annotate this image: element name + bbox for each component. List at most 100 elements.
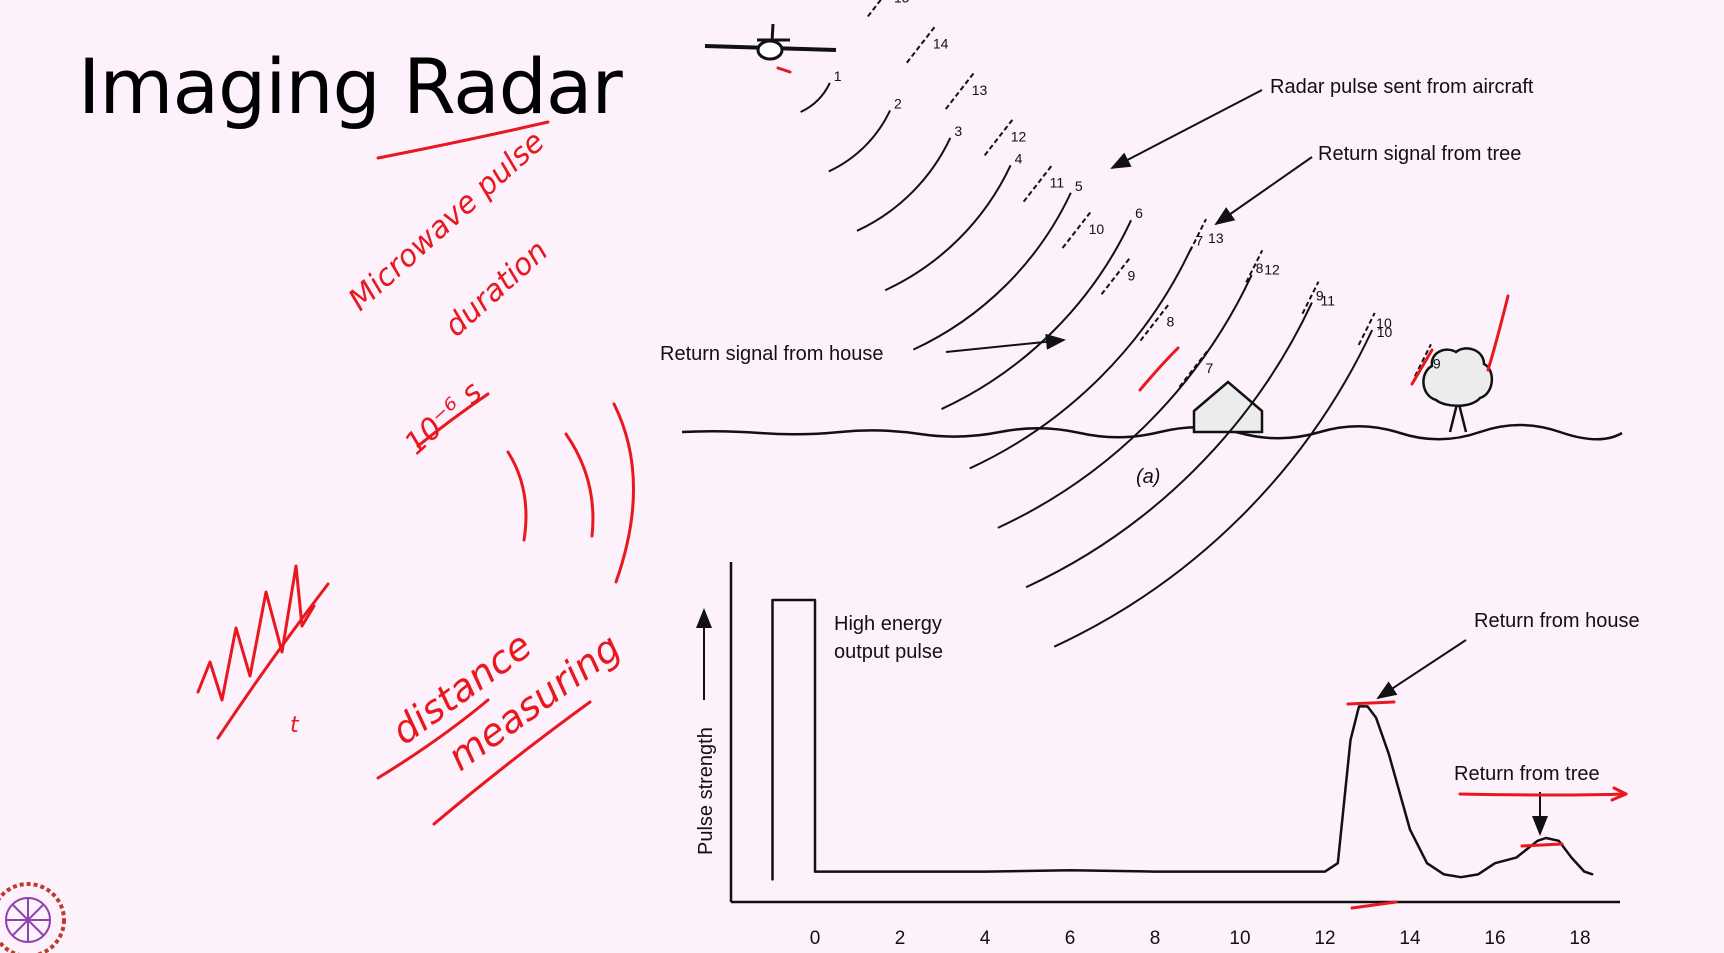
signal-point-16 <box>1409 828 1411 831</box>
house-return-front-10 <box>1061 211 1092 249</box>
pulse-number-1: 1 <box>834 68 842 84</box>
tree-icon <box>1422 347 1493 433</box>
ink-aircraft-mark <box>776 66 792 74</box>
signal-point-11 <box>1349 739 1352 741</box>
pulse-front-1 <box>800 82 831 113</box>
pulse-front-4 <box>884 164 1012 292</box>
house-return-number-9: 9 <box>1128 267 1136 283</box>
signal-point-22 <box>1515 856 1518 859</box>
signal-point-5 <box>984 870 986 873</box>
signal-point-6 <box>1069 869 1071 871</box>
signal-point-19 <box>1460 876 1462 878</box>
signal-series-points <box>771 599 1594 881</box>
ink-wave-3 <box>612 402 635 584</box>
signal-point-8 <box>1239 870 1241 873</box>
house-return-front-8 <box>1139 303 1170 342</box>
ink-tree-peak-mark <box>1520 842 1564 848</box>
tree-return-number-12: 12 <box>1264 261 1280 277</box>
x-tick-12: 12 <box>1314 928 1335 949</box>
signal-point-7 <box>1154 870 1156 873</box>
signal-point-24 <box>1545 837 1547 839</box>
house-return-front-11 <box>1022 165 1053 203</box>
ink-measuring-underline <box>432 700 592 826</box>
house-return-number-13: 13 <box>972 82 988 98</box>
house-return-fronts: 7891011121314151617 <box>867 0 1213 388</box>
tree-return-front-9 <box>1414 343 1432 377</box>
x-tick-14: 14 <box>1399 928 1421 949</box>
house-return-number-8: 8 <box>1167 314 1175 330</box>
tree-return-number-10: 10 <box>1377 324 1393 340</box>
annotation-output-pulse-1: High energy <box>834 613 942 635</box>
tree-return-front-13 <box>1189 218 1207 252</box>
ink-house-return-7 <box>1138 346 1180 392</box>
signal-point-18 <box>1443 873 1445 876</box>
pulse-number-3: 3 <box>954 123 962 139</box>
caption-a: (a) <box>1136 466 1160 488</box>
signal-point-4 <box>899 870 901 873</box>
house-return-number-7: 7 <box>1205 360 1213 376</box>
ink-title-underline <box>376 120 550 160</box>
ink-t: t <box>290 713 300 738</box>
signal-point-0 <box>771 879 774 881</box>
ink-wave-2 <box>564 432 595 538</box>
slide-title: Imaging Radar <box>78 42 623 131</box>
x-tick-16: 16 <box>1484 928 1505 949</box>
signal-point-17 <box>1426 862 1428 864</box>
annotation-output-pulse-2: output pulse <box>834 641 943 663</box>
label-return-from-house: Return signal from house <box>660 343 883 365</box>
x-tick-4: 4 <box>980 928 991 949</box>
arrow-pulse-from-aircraft <box>1110 89 1263 169</box>
tree-return-number-9: 9 <box>1433 355 1441 371</box>
house-return-front-14 <box>906 26 936 64</box>
pulse-chart: Pulse strength 0 2 4 6 8 10 12 14 16 18 High ener… <box>695 562 1640 949</box>
ink-time-underline <box>416 392 490 448</box>
house-return-number-11: 11 <box>1050 175 1065 191</box>
pulse-number-8: 8 <box>1256 260 1264 276</box>
signal-point-25 <box>1557 840 1560 842</box>
ink-pulse-underline <box>216 582 330 740</box>
signal-point-3 <box>814 870 816 873</box>
arrow-return-from-house <box>945 333 1066 353</box>
pulse-number-6: 6 <box>1135 205 1143 221</box>
handwritten-annotations: Microwave pulse duration 10⁻⁶ s t distan… <box>196 66 1628 910</box>
signal-point-23 <box>1536 840 1539 842</box>
pulse-number-9: 9 <box>1316 288 1324 304</box>
tree-return-front-12 <box>1245 249 1264 283</box>
arrow-return-from-tree <box>1214 156 1313 226</box>
pulse-front-2 <box>828 109 891 173</box>
tree-return-number-11: 11 <box>1320 293 1335 309</box>
signal-point-20 <box>1477 873 1479 876</box>
signal-point-10 <box>1336 862 1339 864</box>
pulse-number-4: 4 <box>1015 150 1023 166</box>
x-tick-8: 8 <box>1150 928 1161 949</box>
signal-point-12 <box>1358 705 1360 708</box>
house-icon <box>1192 380 1264 434</box>
ink-pulse-sketch <box>196 564 316 702</box>
ink-pulse-9 <box>1486 294 1510 372</box>
ink-time: 10⁻⁶ s <box>398 375 489 462</box>
pulse-number-10: 10 <box>1376 315 1392 331</box>
house-return-front-9 <box>1100 257 1131 295</box>
tree-return-number-13: 13 <box>1208 230 1224 246</box>
annotation-return-house: Return from house <box>1474 610 1640 632</box>
ink-tree-arrowhead <box>1610 786 1628 802</box>
arrow-return-house <box>1376 639 1467 700</box>
y-axis-label: Pulse strength <box>695 727 717 855</box>
house-return-number-14: 14 <box>933 36 949 52</box>
ink-tree-underline <box>1458 792 1628 797</box>
x-tick-2: 2 <box>895 928 906 949</box>
signal-point-15 <box>1387 753 1390 755</box>
institute-logo <box>0 882 66 953</box>
tree-return-front-11 <box>1301 281 1320 315</box>
x-tick-0: 0 <box>810 928 821 949</box>
signal-point-28 <box>1591 873 1594 876</box>
ink-tree-return-9 <box>1410 348 1434 386</box>
tree-return-fronts: 9 10 11 12 13 <box>1189 218 1441 377</box>
x-tick-6: 6 <box>1065 928 1076 949</box>
house-return-number-12: 12 <box>1011 128 1027 144</box>
label-pulse-from-aircraft: Radar pulse sent from aircraft <box>1270 76 1534 98</box>
aircraft-icon <box>704 23 837 61</box>
